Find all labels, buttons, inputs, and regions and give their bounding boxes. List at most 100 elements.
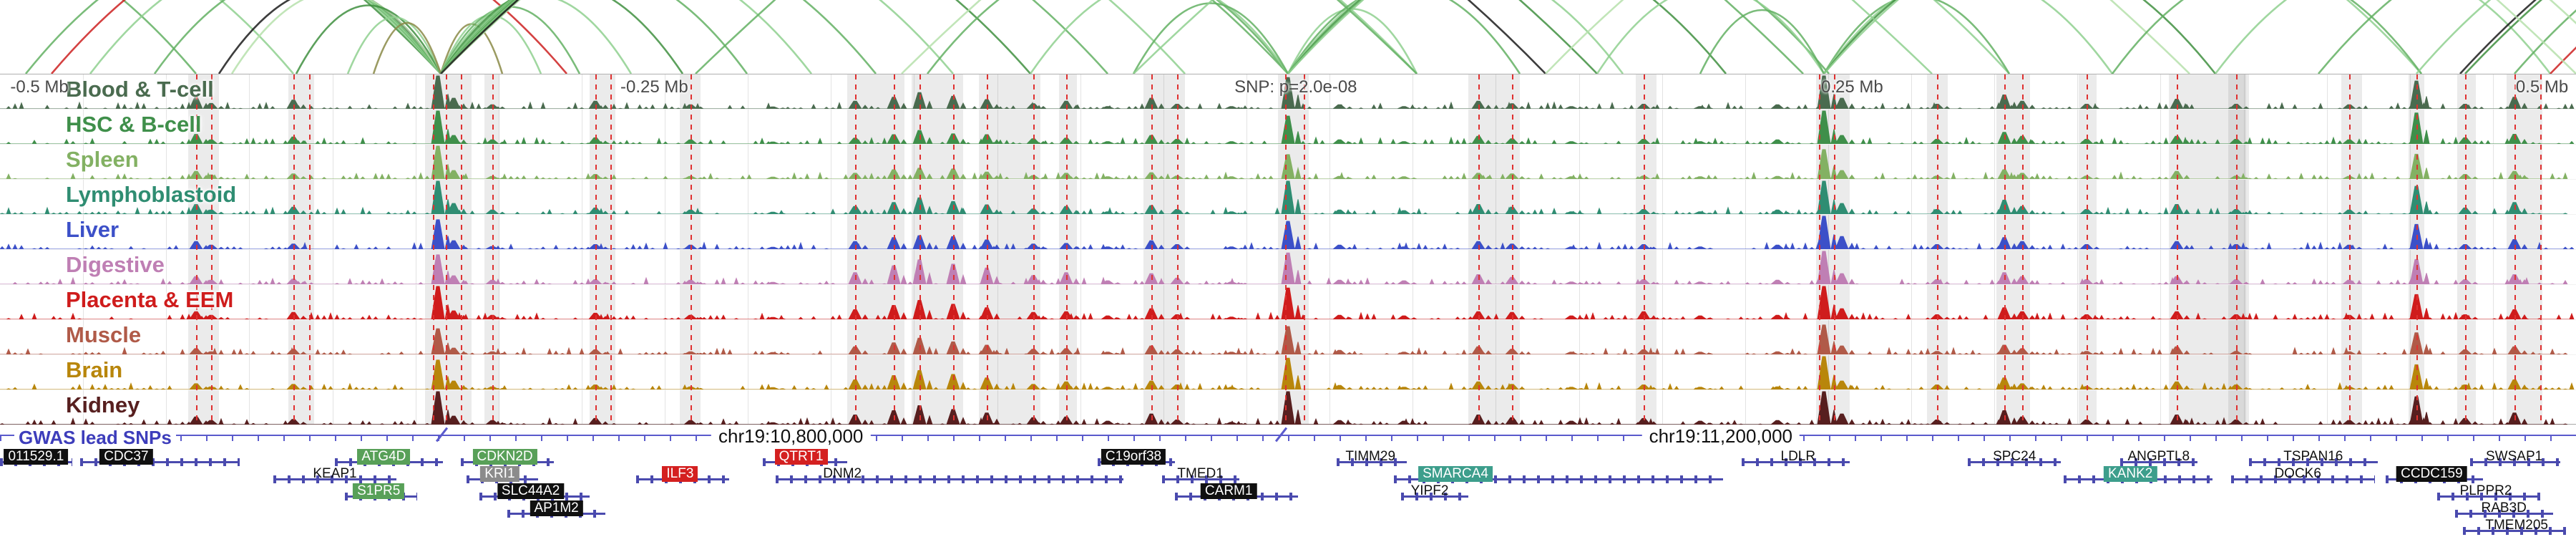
- gene-label-011529-1[interactable]: 011529.1: [4, 449, 69, 465]
- snp-dashed-line: [1819, 74, 1820, 424]
- gene-label-ap1m2[interactable]: AP1M2: [530, 500, 583, 516]
- interaction-arc: [440, 0, 1418, 74]
- signal-track-lymphoblastoid[interactable]: Lymphoblastoid: [0, 180, 2576, 215]
- track-label: Kidney: [66, 392, 140, 417]
- snp-dashed-line: [2540, 74, 2542, 424]
- gene-glyph-cdc37[interactable]: [79, 458, 240, 466]
- interaction-arc: [1287, 0, 1830, 74]
- gene-glyph-angptl8[interactable]: [2119, 458, 2197, 466]
- gene-label-timm29[interactable]: TIMM29: [1345, 449, 1396, 464]
- snp-dashed-line: [196, 74, 197, 424]
- gene-label-yipf2[interactable]: YIPF2: [1410, 483, 1449, 498]
- gene-label-angptl8[interactable]: ANGPTL8: [2127, 449, 2190, 464]
- interaction-arc: [440, 0, 1598, 74]
- snp-dashed-line: [2514, 74, 2516, 424]
- gene-glyph-smarca4[interactable]: [1393, 475, 1724, 483]
- gene-glyph-tmem205[interactable]: [2462, 527, 2566, 535]
- mb-scale-label: -0.5 Mb: [10, 77, 69, 97]
- track-label: HSC & B-cell: [66, 112, 202, 137]
- gene-label-cdkn2d[interactable]: CDKN2D: [472, 449, 537, 465]
- interaction-arc: [1851, 0, 1933, 74]
- snp-dashed-line: [211, 74, 213, 424]
- gene-label-qtrt1[interactable]: QTRT1: [774, 449, 828, 465]
- signal-track-liver[interactable]: Liver: [0, 215, 2576, 250]
- snp-dashed-line: [2416, 74, 2418, 424]
- gene-glyph-keap1[interactable]: [273, 475, 397, 483]
- gene-glyph-plppr2[interactable]: [2436, 493, 2540, 500]
- gene-label-dock6[interactable]: DOCK6: [2274, 466, 2321, 481]
- interaction-arc: [1336, 0, 1418, 74]
- gene-glyph-dnm2[interactable]: [775, 475, 1123, 483]
- interaction-arc: [1545, 0, 2576, 74]
- snp-dashed-line: [2465, 74, 2467, 424]
- interaction-arc: [51, 0, 567, 74]
- gene-label-ccdc159[interactable]: CCDC159: [2396, 466, 2467, 482]
- signal-area: [0, 216, 2575, 249]
- interaction-arc: [440, 0, 954, 74]
- gene-glyph-rab3d[interactable]: [2454, 510, 2553, 518]
- signal-track-panel[interactable]: Blood & T-cell HSC & B-cell Spleen Lymphobl…: [0, 74, 2576, 425]
- snp-dashed-line: [987, 74, 988, 424]
- track-label: Spleen: [66, 147, 139, 172]
- snp-dashed-line: [953, 74, 955, 424]
- gene-label-kri1[interactable]: KRI1: [480, 466, 519, 482]
- interaction-arc: [439, 0, 684, 74]
- gene-label-carm1[interactable]: CARM1: [1200, 483, 1257, 499]
- snp-dashed-line: [1151, 74, 1153, 424]
- gene-label-ilf3[interactable]: ILF3: [662, 466, 698, 482]
- gene-label-tspan16[interactable]: TSPAN16: [2283, 449, 2343, 464]
- interaction-arc: [1699, 9, 1825, 74]
- gene-label-tmem205[interactable]: TMEM205: [2485, 518, 2549, 533]
- signal-track-muscle[interactable]: Muscle: [0, 320, 2576, 355]
- gene-glyph-yipf2[interactable]: [1401, 493, 1468, 500]
- gene-label-smarca4[interactable]: SMARCA4: [1418, 466, 1493, 482]
- gene-label-cdc37[interactable]: CDC37: [99, 449, 153, 465]
- signal-track-brain[interactable]: Brain: [0, 355, 2576, 390]
- snp-dashed-line: [492, 74, 494, 424]
- interaction-arc: [1029, 0, 1289, 74]
- interaction-arc: [219, 0, 294, 74]
- mb-scale-label: 0.25 Mb: [1821, 77, 1883, 97]
- track-label: Digestive: [66, 252, 165, 277]
- gene-label-slc44a2[interactable]: SLC44A2: [497, 483, 565, 499]
- gene-label-dnm2[interactable]: DNM2: [823, 466, 862, 481]
- gene-label-plppr2[interactable]: PLPPR2: [2459, 483, 2512, 498]
- interaction-arc: [2214, 0, 2552, 74]
- signal-track-kidney[interactable]: Kidney: [0, 390, 2576, 425]
- interaction-arc: [2111, 0, 2423, 74]
- interaction-arc: [295, 4, 442, 74]
- gene-label-spc24[interactable]: SPC24: [1993, 449, 2036, 464]
- snp-dashed-line: [1177, 74, 1179, 424]
- gene-glyph-ldlr[interactable]: [1741, 458, 1850, 466]
- gene-label-ldlr[interactable]: LDLR: [1780, 449, 1816, 464]
- interaction-arc: [372, 21, 442, 74]
- gene-label-c19orf38[interactable]: C19orf38: [1101, 449, 1166, 465]
- interaction-arc: [695, 0, 776, 74]
- gene-label-atg4d[interactable]: ATG4D: [357, 449, 411, 465]
- signal-track-spleen[interactable]: Spleen: [0, 145, 2576, 180]
- gene-label-kank2[interactable]: KANK2: [2104, 466, 2157, 482]
- interaction-arc-canvas: [24, 0, 2576, 74]
- snp-dashed-line: [894, 74, 895, 424]
- snp-dashed-line: [610, 74, 612, 424]
- gene-glyph-timm29[interactable]: [1337, 458, 1407, 466]
- gene-label-rab3d[interactable]: RAB3D: [2481, 500, 2527, 516]
- gene-glyph-swsap1[interactable]: [2470, 458, 2561, 466]
- gene-label-keap1[interactable]: KEAP1: [313, 466, 357, 481]
- interaction-arc: [440, 0, 1108, 74]
- interaction-arc: [366, 0, 441, 74]
- gene-glyph-spc24[interactable]: [1968, 458, 2061, 466]
- signal-track-placenta-eem[interactable]: Placenta & EEM: [0, 285, 2576, 320]
- gene-label-tmed1[interactable]: TMED1: [1177, 466, 1224, 481]
- signal-track-digestive[interactable]: Digestive: [0, 250, 2576, 285]
- gene-glyph-tmed1[interactable]: [1161, 475, 1239, 483]
- gene-glyph-tspan16[interactable]: [2248, 458, 2378, 466]
- gene-label-s1pr5[interactable]: S1PR5: [353, 483, 405, 499]
- gene-label-swsap1[interactable]: SWSAP1: [2485, 449, 2543, 464]
- signal-track-hsc-b-cell[interactable]: HSC & B-cell: [0, 110, 2576, 145]
- ruler-ticks: [0, 436, 2576, 441]
- snp-dashed-line: [2349, 74, 2351, 424]
- gene-glyph-dock6[interactable]: [2230, 475, 2376, 483]
- gwas-lead-snps-label: GWAS lead SNPs: [14, 427, 176, 449]
- signal-area: [0, 286, 2575, 319]
